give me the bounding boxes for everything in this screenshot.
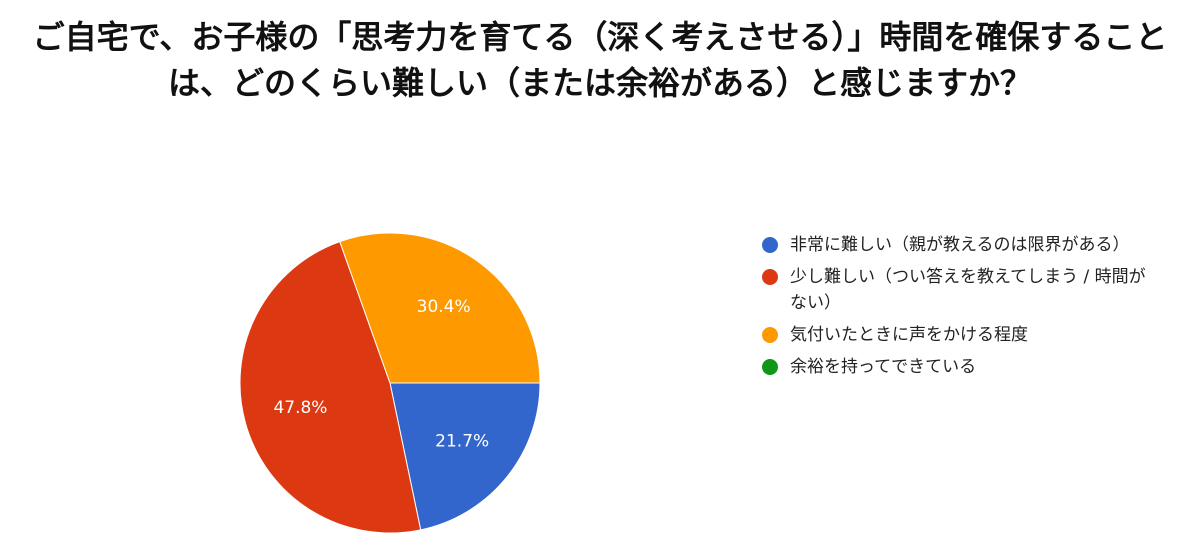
legend-swatch (762, 269, 778, 285)
legend-item: 非常に難しい（親が教えるのは限界がある） (762, 232, 1162, 258)
pie-slice (339, 232, 541, 384)
data-label: 30.4% (417, 297, 471, 317)
legend-item: 余裕を持ってできている (762, 354, 1162, 380)
legend-label: 余裕を持ってできている (790, 357, 977, 377)
legend-swatch (762, 327, 778, 343)
legend-item: 気付いたときに声をかける程度 (762, 322, 1162, 348)
legend-label: 気付いたときに声をかける程度 (790, 325, 1028, 345)
data-label: 21.7% (435, 432, 489, 452)
data-label: 47.8% (273, 398, 327, 418)
legend-swatch (762, 359, 778, 375)
pie-slice (239, 241, 422, 534)
legend-item: 少し難しい（つい答えを教えてしまう / 時間がない） (762, 264, 1162, 316)
legend-label: 少し難しい（つい答えを教えてしまう / 時間がない） (790, 267, 1146, 313)
pie-slice (389, 382, 541, 531)
legend-swatch (762, 237, 778, 253)
legend-label: 非常に難しい（親が教えるのは限界がある） (790, 235, 1130, 255)
chart-title: ご自宅で、お子様の「思考力を育てる（深く考えさせる）」時間を確保することは、どの… (32, 18, 1168, 102)
legend: 非常に難しい（親が教えるのは限界がある） 少し難しい（つい答えを教えてしまう / … (762, 232, 1162, 386)
